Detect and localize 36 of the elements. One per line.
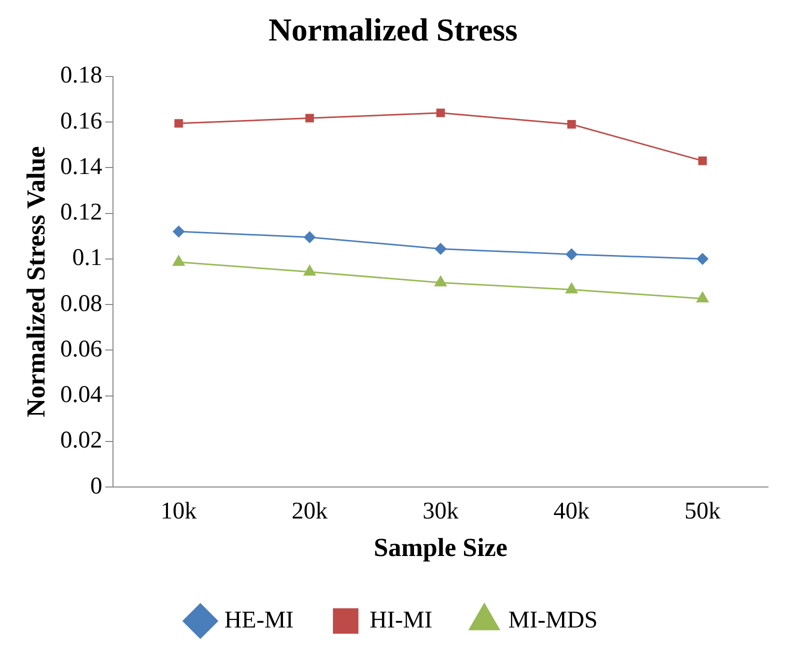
chart-title: Normalized Stress <box>268 11 518 48</box>
point <box>567 120 576 129</box>
point <box>304 231 316 243</box>
legend-label: HE-MI <box>224 607 294 634</box>
point <box>434 276 447 286</box>
y-axis-title: Normalized Stress Value <box>21 146 50 418</box>
y-tick-label: 0.08 <box>60 290 102 317</box>
x-tick-label: 20k <box>292 498 328 525</box>
x-axis-title: Sample Size <box>374 533 508 562</box>
legend-label: HI-MI <box>370 607 432 634</box>
point <box>698 156 707 166</box>
point <box>305 114 314 122</box>
x-tick-label: 40k <box>554 498 590 525</box>
y-tick-label: 0.12 <box>60 200 102 226</box>
point <box>434 243 446 255</box>
point <box>696 292 708 302</box>
x-tick-label: 10k <box>160 498 197 525</box>
point <box>566 282 578 294</box>
y-tick-label: 0 <box>90 473 102 500</box>
y-tick-label: 0.04 <box>60 382 102 408</box>
x-tick-label: 30k <box>422 498 459 525</box>
point <box>696 253 708 265</box>
point <box>304 265 316 276</box>
point <box>172 226 184 238</box>
y-tick-label: 0.18 <box>60 62 102 89</box>
x-tick-label: 50k <box>684 498 721 525</box>
y-tick-label: 0.06 <box>60 336 102 362</box>
y-tick-label: 0.02 <box>60 428 102 454</box>
legend-label: MI-MDS <box>508 607 598 634</box>
y-tick-label: 0.1 <box>72 245 102 272</box>
point <box>566 248 578 260</box>
point <box>174 119 183 128</box>
y-tick-label: 0.14 <box>60 154 102 180</box>
point <box>172 255 185 266</box>
point <box>436 108 445 118</box>
y-tick-label: 0.16 <box>60 108 102 134</box>
